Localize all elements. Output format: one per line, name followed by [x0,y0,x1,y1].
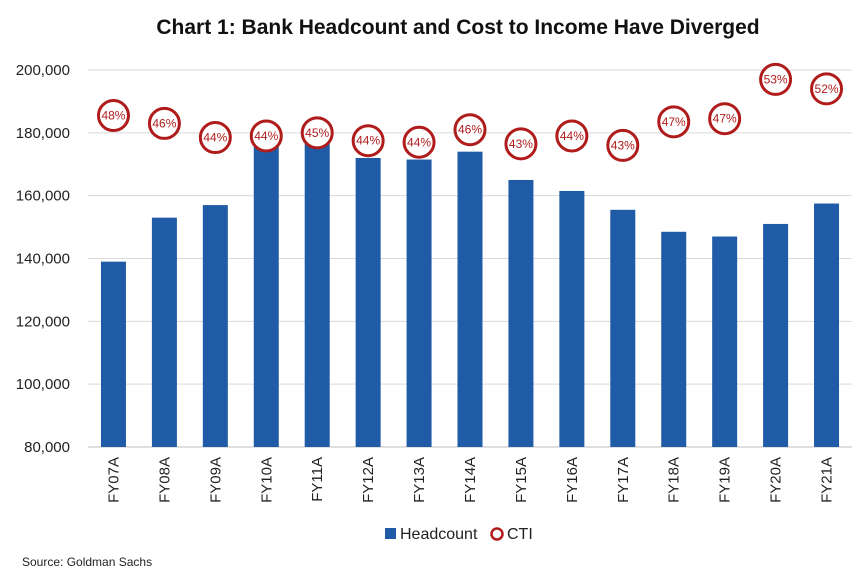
headcount-bar [610,209,636,447]
x-tick-label: FY18A [666,457,683,503]
y-tick-label: 140,000 [16,251,70,268]
legend-cti-label: CTI [507,526,533,543]
headcount-bar [508,179,534,448]
x-tick-label: FY17A [615,457,632,503]
y-tick-label: 200,000 [16,62,70,79]
x-tick-label: FY19A [717,457,734,503]
cti-markers: 48% 46% 44% 44% 45% 44% 44% 46% 43% 44% 43% 47% 47% 5… [96,62,844,162]
x-axis-ticks: FY07A FY08A FY09A FY10A FY11A FY12A FY13A FY14A… [105,457,835,503]
cti-marker [453,113,487,147]
legend-cti-swatch [490,527,504,541]
headcount-bar [763,223,789,447]
x-tick-label: FY10A [258,457,275,503]
x-tick-label: FY07A [105,457,122,503]
legend-headcount-label: Headcount [400,526,478,543]
chart-title: Chart 1: Bank Headcount and Cost to Inco… [156,16,759,39]
x-tick-label: FY12A [360,457,377,503]
cti-marker [504,127,538,161]
x-tick-label: FY13A [411,457,428,503]
headcount-bar [151,217,177,447]
x-tick-label: FY09A [207,457,224,503]
y-axis-ticks: 80,000 100,000 120,000 140,000 160,000 180,00… [16,62,70,456]
bars [100,139,840,448]
cti-marker [198,121,232,155]
headcount-bar [457,151,483,447]
cti-data-label: 52% [815,82,839,96]
headcount-bar [100,261,126,447]
headcount-bar [814,203,840,447]
cti-data-label: 44% [356,134,380,148]
cti-marker [96,99,130,133]
cti-data-label: 44% [560,129,584,143]
headcount-bar [406,159,432,447]
legend-headcount-swatch [385,528,396,539]
cti-marker [657,105,691,139]
cti-data-label: 46% [152,116,176,130]
cti-data-label: 48% [101,109,125,123]
y-tick-label: 160,000 [16,188,70,205]
y-tick-label: 120,000 [16,313,70,330]
cti-marker [147,106,181,140]
cti-marker [810,72,844,106]
cti-data-label: 43% [611,138,635,152]
cti-data-label: 46% [458,123,482,137]
cti-marker [555,119,589,153]
y-tick-label: 100,000 [16,376,70,393]
cti-data-label: 44% [254,129,278,143]
cti-data-label: 45% [305,126,329,140]
headcount-bar [712,236,738,447]
cti-data-label: 44% [203,131,227,145]
headcount-bar [661,231,687,447]
cti-data-label: 43% [509,137,533,151]
x-tick-label: FY14A [462,457,479,503]
cti-marker [606,128,640,162]
y-tick-label: 80,000 [24,439,70,456]
x-tick-label: FY16A [564,457,581,503]
headcount-bar [355,157,381,447]
x-tick-label: FY21A [819,457,836,503]
cti-marker [249,119,283,153]
cti-marker [351,124,385,158]
x-tick-label: FY20A [768,457,785,503]
cti-marker [402,125,436,159]
cti-marker [708,102,742,136]
x-tick-label: FY08A [156,457,173,503]
cti-data-label: 53% [764,72,788,86]
source-note: Source: Goldman Sachs [22,555,152,569]
legend: Headcount CTI [385,526,533,543]
cti-marker [300,116,334,150]
headcount-bar [202,205,228,447]
cti-data-label: 47% [713,112,737,126]
headcount-bar [304,139,330,447]
headcount-bar [253,145,279,447]
headcount-bar [559,190,585,447]
cti-data-label: 44% [407,135,431,149]
x-tick-label: FY15A [513,457,530,503]
cti-data-label: 47% [662,115,686,129]
x-tick-label: FY11A [309,457,326,502]
y-tick-label: 180,000 [16,125,70,142]
cti-marker [759,62,793,96]
